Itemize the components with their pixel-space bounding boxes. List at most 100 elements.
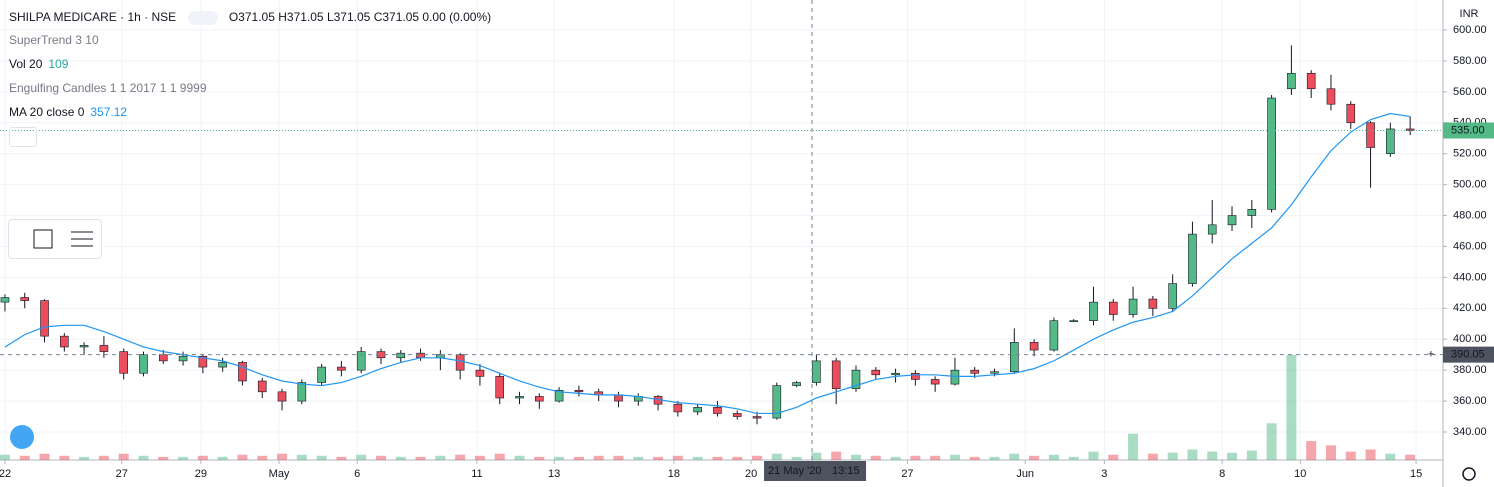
volume-bar: [1246, 450, 1257, 460]
logo: [10, 425, 34, 449]
candle-body: [79, 345, 89, 348]
candle-body: [1287, 72, 1296, 90]
drawing-toolbar[interactable]: [8, 219, 102, 259]
label: Engulfing Candles 1 1 2017 1 1 9999: [9, 81, 207, 95]
volume-bar: [593, 455, 604, 460]
candle-body: [1188, 233, 1197, 284]
candle-body: [0, 297, 10, 303]
indicator[interactable]: MA 20 close 0 357.12: [9, 105, 127, 119]
volume-bar: [98, 455, 109, 460]
volume-bar: [1088, 451, 1099, 460]
volume-bar: [1385, 453, 1396, 460]
volume-bar: [395, 456, 406, 460]
volume-bar: [1029, 455, 1040, 460]
candle-body: [911, 372, 920, 380]
volume-bar: [375, 455, 386, 460]
low: L371.05: [326, 10, 371, 24]
candle-body: [40, 300, 49, 337]
volume-bar: [514, 455, 525, 460]
symbol: SHILPA MEDICARE · 1h · NSE: [9, 10, 177, 24]
x-tick-label: 13: [548, 468, 560, 480]
indicator[interactable]: Vol 20 109: [9, 57, 68, 71]
volume-bar: [613, 455, 624, 460]
candle-body: [1168, 283, 1177, 309]
candle-body: [1326, 88, 1336, 105]
crosshair-date: 21 May '20: [768, 465, 821, 477]
volume-bar: [494, 453, 505, 460]
candle-body: [1267, 97, 1276, 210]
y-tick-label: 600.00: [1453, 24, 1487, 36]
y-tick-label: 400.00: [1453, 333, 1487, 345]
volume-bar: [712, 456, 723, 460]
volume-bar: [930, 455, 941, 460]
y-tick-label: 500.00: [1453, 179, 1487, 191]
indicator[interactable]: SuperTrend 3 10: [9, 33, 99, 47]
volume-bar: [949, 454, 960, 460]
status-pill[interactable]: [187, 10, 218, 25]
candle-body: [1207, 224, 1217, 235]
volume-bar: [455, 454, 466, 460]
candle-body: [1247, 209, 1257, 216]
candle-body: [1089, 301, 1098, 321]
volume-bar: [435, 455, 446, 460]
candle-body: [851, 369, 861, 390]
volume-bar: [850, 454, 861, 460]
volume-bar: [1325, 445, 1336, 460]
candle-body: [1148, 298, 1158, 309]
volume-bar: [969, 456, 980, 460]
candle-body: [198, 355, 208, 368]
candle-body: [158, 354, 168, 362]
x-tick-label: 18: [668, 468, 680, 480]
volume-bar: [1227, 452, 1238, 460]
candle-body: [673, 403, 683, 413]
volume-bar: [257, 455, 268, 460]
indicator[interactable]: Engulfing Candles 1 1 2017 1 1 9999: [9, 81, 207, 95]
volume-bar: [1286, 355, 1297, 460]
currency: INR: [1460, 8, 1479, 20]
volume-bar: [1345, 451, 1356, 460]
volume-bar: [1167, 452, 1178, 460]
x-tick-label: May: [269, 468, 290, 480]
volume-bar: [158, 456, 169, 460]
volume-bar: [1147, 453, 1158, 460]
candle-body: [277, 391, 287, 402]
volume-bar: [1108, 454, 1119, 460]
value: 357.12: [90, 105, 128, 119]
change: 0.00 (0.00%): [422, 10, 492, 24]
candle-body: [60, 335, 69, 348]
candle-body: [1049, 320, 1059, 351]
label: SuperTrend 3 10: [9, 33, 99, 47]
x-tick-label: 10: [1294, 468, 1306, 480]
volume-bar: [39, 453, 50, 460]
candle-body: [475, 369, 485, 377]
rect-icon[interactable]: [33, 229, 53, 249]
crosshair-price-label: 390.05: [1451, 349, 1485, 361]
volume-bar: [692, 456, 703, 460]
volume-bar: [771, 453, 782, 460]
crosshair-price-badge: [1443, 346, 1494, 363]
volume-bar: [296, 454, 307, 460]
candle-body: [1029, 342, 1039, 351]
volume-bar: [0, 454, 10, 460]
settings-icon[interactable]: [1462, 467, 1476, 481]
volume-bar: [633, 456, 644, 460]
candle-body: [792, 382, 801, 386]
volume-bar: [831, 451, 842, 460]
candle-body: [396, 352, 406, 359]
candle-body: [99, 345, 109, 352]
candle-body: [812, 360, 821, 383]
candle-body: [772, 385, 782, 419]
x-tick-label: 29: [195, 468, 207, 480]
volume-bar: [336, 456, 347, 460]
candle-body: [713, 406, 722, 414]
candle-body: [1128, 298, 1138, 315]
y-tick-label: 380.00: [1453, 364, 1487, 376]
x-tick-label: 8: [1219, 468, 1225, 480]
ma-line: [4, 112, 1411, 415]
x-tick-label: 3: [1101, 468, 1107, 480]
crosshair-time-badge: [764, 461, 867, 481]
x-tick-label: 27: [116, 468, 128, 480]
toolbar-icons: [33, 229, 93, 249]
candle-body: [495, 376, 505, 399]
collapse-button[interactable]: [9, 127, 37, 147]
